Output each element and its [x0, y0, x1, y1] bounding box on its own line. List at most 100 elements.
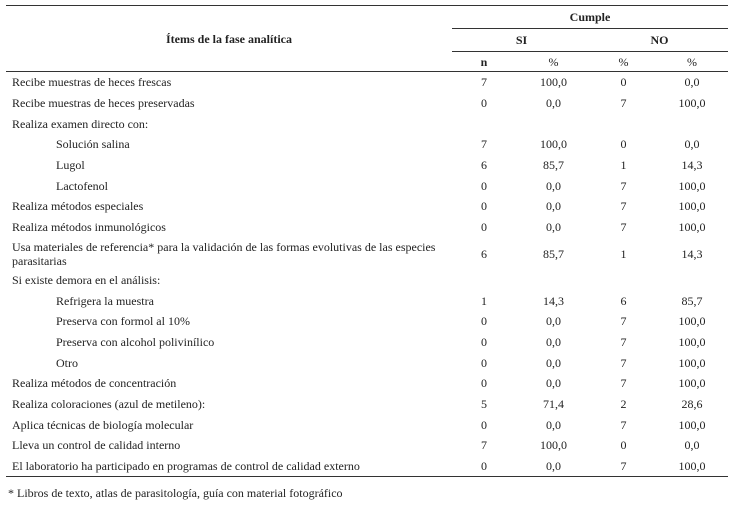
cumple-header: Cumple	[452, 5, 728, 29]
si-percent-cell: 0,0	[546, 314, 561, 329]
table-row: Lugol 6 85,7 1 14,3	[6, 155, 728, 176]
si-percent-cell	[516, 113, 591, 134]
table-footnote: * Libros de texto, atlas de parasitologí…	[8, 486, 343, 500]
no-percent-cell: 100,0	[656, 455, 728, 478]
row-label: Aplica técnicas de biología molecular	[12, 417, 194, 432]
unit-header-pct-no: %	[656, 51, 728, 72]
no-count-cell: 7	[620, 220, 627, 235]
si-percent-cell: 0,0	[546, 355, 561, 370]
no-percent-cell: 100,0	[678, 178, 706, 193]
row-label: Realiza métodos de concentración	[12, 376, 177, 391]
si-percent-cell: 100,0	[540, 137, 567, 152]
table-row: Preserva con formol al 10% 0 0,0 7 100,0	[6, 311, 728, 332]
no-percent-cell: 100,0	[678, 314, 706, 329]
si-percent-cell: 14,3	[543, 293, 564, 308]
no-percent-cell	[656, 270, 728, 291]
si-header: SI	[452, 28, 591, 52]
no-count-cell: 7	[591, 455, 656, 478]
si-percent-cell: 100,0	[540, 75, 567, 90]
no-percent-cell: 28,6	[681, 396, 703, 411]
no-count-cell: 2	[620, 396, 627, 411]
row-label: Realiza examen directo con:	[12, 116, 149, 131]
items-header: Ítems de la fase analítica	[6, 5, 452, 72]
row-label: Otro	[56, 355, 78, 370]
si-percent-cell: 85,7	[543, 158, 564, 173]
row-label: Realiza coloraciones (azul de metileno):	[12, 396, 206, 411]
table-row: Realiza coloraciones (azul de metileno):…	[6, 394, 728, 415]
no-percent-cell	[656, 113, 728, 134]
no-count-cell: 0	[620, 75, 627, 90]
si-count-cell: 6	[481, 246, 487, 261]
row-label: Lleva un control de calidad interno	[12, 438, 181, 453]
no-percent-cell: 100,0	[678, 220, 706, 235]
si-percent-cell: 0,0	[546, 199, 561, 214]
table-row: Realiza examen directo con:	[6, 113, 728, 134]
si-count-cell: 0	[481, 178, 487, 193]
no-count-cell: 7	[620, 355, 627, 370]
no-count-cell	[591, 113, 656, 134]
table-row: Realiza métodos inmunológicos 0 0,0 7 100,0	[6, 217, 728, 238]
no-percent-cell: 0,0	[684, 137, 700, 152]
si-percent-cell: 0,0	[546, 96, 561, 111]
no-count-cell	[591, 270, 656, 291]
si-count-cell: 0	[481, 220, 487, 235]
no-percent-cell: 100,0	[678, 376, 706, 391]
table-row: Lactofenol 0 0,0 7 100,0	[6, 175, 728, 196]
si-count-cell: 0	[481, 96, 487, 111]
si-percent-cell: 0,0	[546, 334, 561, 349]
table-body: Recibe muestras de heces frescas 7 100,0 0 0…	[6, 72, 728, 478]
row-label: Preserva con formol al 10%	[56, 314, 190, 329]
si-count-cell: 0	[452, 455, 516, 478]
si-percent-cell: 0,0	[546, 220, 561, 235]
si-count-cell: 0	[481, 355, 487, 370]
si-count-cell: 0	[481, 417, 487, 432]
si-count-cell: 6	[481, 158, 487, 173]
row-label: Lugol	[56, 158, 85, 173]
row-label: Usa materiales de referencia* para la va…	[12, 239, 436, 268]
unit-header-n: n	[452, 51, 516, 72]
si-count-cell: 7	[481, 137, 487, 152]
no-percent-cell: 100,0	[678, 96, 706, 111]
table-row: Usa materiales de referencia* para la va…	[6, 238, 728, 270]
row-label: Solución salina	[56, 137, 130, 152]
no-percent-cell: 14,3	[681, 158, 703, 173]
row-label: Recibe muestras de heces preservadas	[12, 96, 195, 111]
table-row: Recibe muestras de heces frescas 7 100,0 0 0…	[6, 72, 728, 93]
si-count-cell: 0	[481, 314, 487, 329]
table-row: Refrigera la muestra 1 14,3 6 85,7	[6, 290, 728, 311]
no-percent-cell: 100,0	[678, 417, 706, 432]
no-percent-cell: 0,0	[684, 75, 700, 90]
no-count-cell: 7	[620, 314, 627, 329]
no-percent-cell: 100,0	[678, 355, 706, 370]
table-row: El laboratorio ha participado en program…	[6, 455, 728, 478]
si-count-cell: 7	[481, 75, 487, 90]
unit-header-count-no: %	[591, 51, 656, 72]
row-label: Lactofenol	[56, 178, 108, 193]
no-count-cell: 1	[620, 246, 627, 261]
analytic-phase-table: Ítems de la fase analítica Cumple SI NO …	[6, 5, 728, 478]
row-label: Realiza métodos inmunológicos	[12, 220, 166, 235]
si-percent-cell: 85,7	[543, 246, 564, 261]
si-count-cell: 5	[481, 396, 487, 411]
no-count-cell: 7	[620, 96, 627, 111]
no-count-cell: 7	[620, 417, 627, 432]
no-count-cell: 0	[620, 137, 627, 152]
row-label: Si existe demora en el análisis:	[12, 272, 161, 287]
table-row: Realiza métodos especiales 0 0,0 7 100,0	[6, 196, 728, 217]
no-count-cell: 1	[620, 158, 627, 173]
table-row: Realiza métodos de concentración 0 0,0 7 100…	[6, 373, 728, 394]
no-count-cell: 7	[620, 199, 627, 214]
row-label: Refrigera la muestra	[56, 293, 154, 308]
no-percent-cell: 14,3	[681, 246, 703, 261]
table-row: Aplica técnicas de biología molecular 0 0,…	[6, 414, 728, 435]
si-count-cell: 7	[481, 438, 487, 453]
no-count-cell: 7	[620, 334, 627, 349]
row-label: Realiza métodos especiales	[12, 199, 144, 214]
row-label: El laboratorio ha participado en program…	[6, 455, 452, 478]
si-count-cell: 0	[481, 199, 487, 214]
si-percent-cell: 0,0	[546, 376, 561, 391]
no-percent-cell: 85,7	[681, 293, 703, 308]
si-count-cell: 1	[481, 293, 487, 308]
no-count-cell: 7	[620, 178, 627, 193]
